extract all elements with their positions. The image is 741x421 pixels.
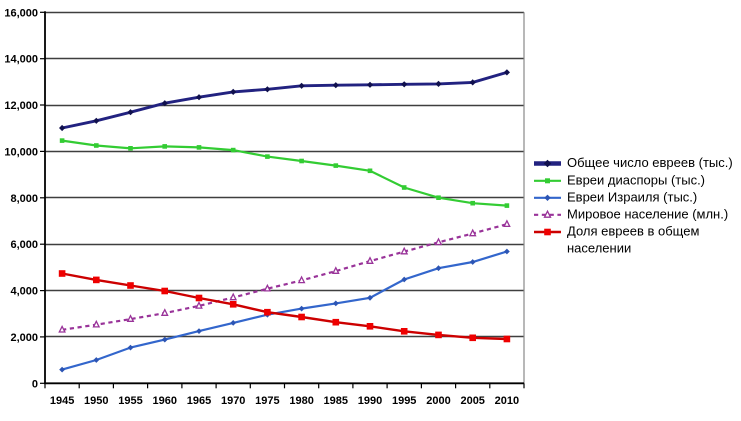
svg-text:1985: 1985 [324,395,348,407]
svg-text:1955: 1955 [118,395,142,407]
svg-text:Общее число евреев (тыс.): Общее число евреев (тыс.) [567,155,733,170]
svg-text:16,000: 16,000 [4,7,38,19]
svg-text:6,000: 6,000 [10,239,38,251]
svg-text:1990: 1990 [358,395,382,407]
svg-text:14,000: 14,000 [4,54,38,66]
svg-text:1970: 1970 [221,395,245,407]
svg-text:Евреи диаспоры (тыс.): Евреи диаспоры (тыс.) [567,172,705,187]
svg-text:1965: 1965 [187,395,211,407]
svg-text:1980: 1980 [289,395,313,407]
svg-text:населении: населении [567,241,631,256]
svg-text:2,000: 2,000 [10,332,38,344]
svg-text:2005: 2005 [460,395,484,407]
svg-text:1975: 1975 [255,395,279,407]
svg-text:1995: 1995 [392,395,416,407]
svg-text:4,000: 4,000 [10,286,38,298]
svg-text:0: 0 [32,378,38,390]
svg-text:2010: 2010 [495,395,519,407]
svg-text:2000: 2000 [426,395,450,407]
svg-text:Мировое население (млн.): Мировое население (млн.) [567,206,728,221]
svg-text:Евреи Израиля (тыс.): Евреи Израиля (тыс.) [567,189,697,204]
svg-text:Доля евреев в общем: Доля евреев в общем [567,224,699,239]
svg-text:8,000: 8,000 [10,193,38,205]
svg-text:1945: 1945 [50,395,74,407]
svg-text:1960: 1960 [153,395,177,407]
svg-text:10,000: 10,000 [4,146,38,158]
svg-text:12,000: 12,000 [4,100,38,112]
svg-text:1950: 1950 [84,395,108,407]
